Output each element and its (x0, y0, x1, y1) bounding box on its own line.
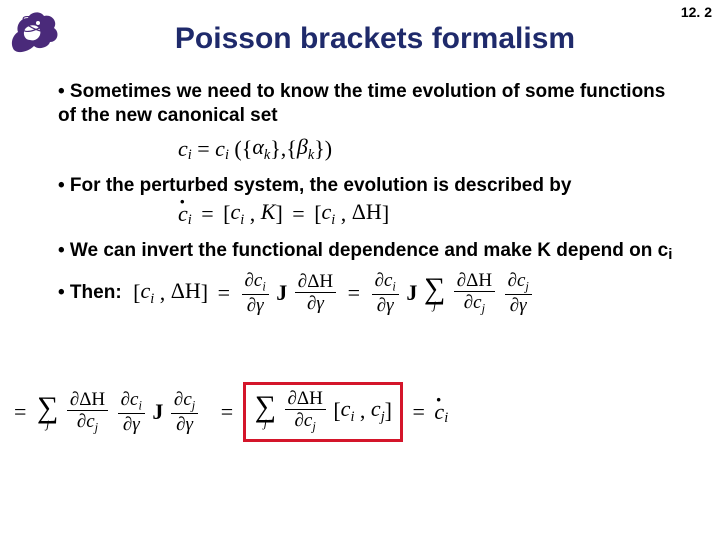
slide-title: Poisson brackets formalism (0, 22, 720, 56)
bullet-2: • For the perturbed system, the evolutio… (58, 174, 680, 198)
bullet-3: • We can invert the functional dependenc… (58, 239, 680, 265)
formula-cdot: ci = [ci , K] = [ci , ΔH] (178, 199, 680, 229)
formula-bottom: = ∑j ∂ΔH ∂cj ∂ci ∂γ J ∂cj ∂γ = ∑j ∂ΔH ∂c… (10, 382, 448, 442)
formula-then: • Then: [ci , ΔH] = ∂ci ∂γ J ∂ΔH ∂γ = ∂c… (58, 271, 680, 315)
formula-ci-def: ci = ci ({αk},{βk}) (178, 134, 680, 164)
bullet-1: • Sometimes we need to know the time evo… (58, 80, 680, 128)
bullet-then-label: • Then: (58, 282, 122, 304)
page-number: 12. 2 (681, 4, 712, 20)
highlight-box: ∑j ∂ΔH ∂cj [ci , cj] (243, 382, 403, 442)
